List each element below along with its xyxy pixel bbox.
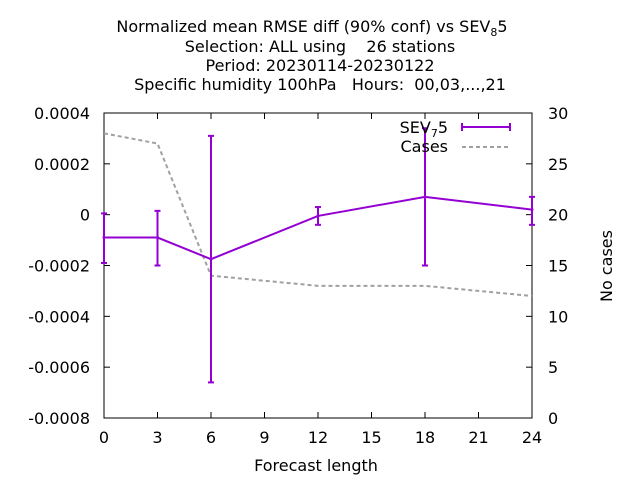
- y-tick-label: 0: [80, 206, 90, 225]
- y2-tick-label: 25: [548, 155, 568, 174]
- x-tick-label: 18: [415, 428, 435, 447]
- sev-errorbar: [154, 209, 161, 267]
- title-line-3: Period: 20230114-20230122: [205, 56, 434, 75]
- sev-point: [316, 214, 320, 218]
- title-line-1: Normalized mean RMSE diff (90% conf) vs …: [116, 17, 507, 39]
- sev-point: [530, 208, 534, 212]
- y2-tick-label: 20: [548, 206, 568, 225]
- y-tick-label: -0.0004: [28, 307, 90, 326]
- y2-tick-label: 30: [548, 104, 568, 123]
- chart-title: Normalized mean RMSE diff (90% conf) vs …: [116, 17, 507, 94]
- legend: SEV75 Cases: [400, 118, 511, 156]
- sev-errorbar: [208, 134, 214, 384]
- sev-errorbar: [101, 212, 107, 264]
- y-tick-label: 0.0004: [34, 104, 90, 123]
- y-axis-right: 30 25 20 15 10 5 0: [526, 104, 568, 428]
- y-tick-label: -0.0008: [28, 409, 90, 428]
- sev-line: [104, 195, 533, 261]
- sev-errorbar: [529, 195, 535, 226]
- legend-label-cases: Cases: [401, 137, 449, 156]
- sev-point: [423, 195, 427, 199]
- x-axis-label: Forecast length: [254, 456, 378, 475]
- x-tick-label: 3: [152, 428, 162, 447]
- sev-errorbar: [422, 127, 428, 267]
- title-line-4: Specific humidity 100hPa Hours: 00,03,..…: [134, 75, 506, 94]
- y2-tick-label: 15: [548, 257, 568, 276]
- y2-axis-label: No cases: [597, 230, 616, 302]
- y2-tick-label: 10: [548, 307, 568, 326]
- sev-series: [101, 127, 535, 384]
- y-tick-label: 0.0002: [34, 155, 90, 174]
- x-tick-label: 9: [259, 428, 269, 447]
- x-tick-label: 21: [468, 428, 488, 447]
- x-tick-label: 0: [99, 428, 109, 447]
- x-tick-label: 15: [361, 428, 381, 447]
- y2-tick-label: 0: [548, 409, 558, 428]
- x-tick-label: 6: [206, 428, 216, 447]
- y2-tick-label: 5: [548, 358, 558, 377]
- sev-point: [102, 236, 106, 240]
- y-tick-label: -0.0006: [28, 358, 90, 377]
- plot-area-border: [103, 112, 533, 419]
- legend-sample-sev: [461, 123, 511, 131]
- legend-label-sev: SEV75: [400, 118, 448, 140]
- x-tick-label: 24: [522, 428, 542, 447]
- x-tick-label: 12: [308, 428, 328, 447]
- y-axis-left: 0.0004 0.0002 0 -0.0002 -0.0004 -0.0006 -0.000…: [28, 104, 110, 428]
- x-axis: 0 3 6 9 12 15 18 21 24: [99, 113, 542, 447]
- sev-errorbar: [315, 206, 321, 226]
- title-line-2: Selection: ALL using 26 stations: [185, 37, 455, 56]
- sev-point: [156, 236, 159, 240]
- sev-point: [209, 257, 213, 261]
- y-tick-label: -0.0002: [28, 257, 90, 276]
